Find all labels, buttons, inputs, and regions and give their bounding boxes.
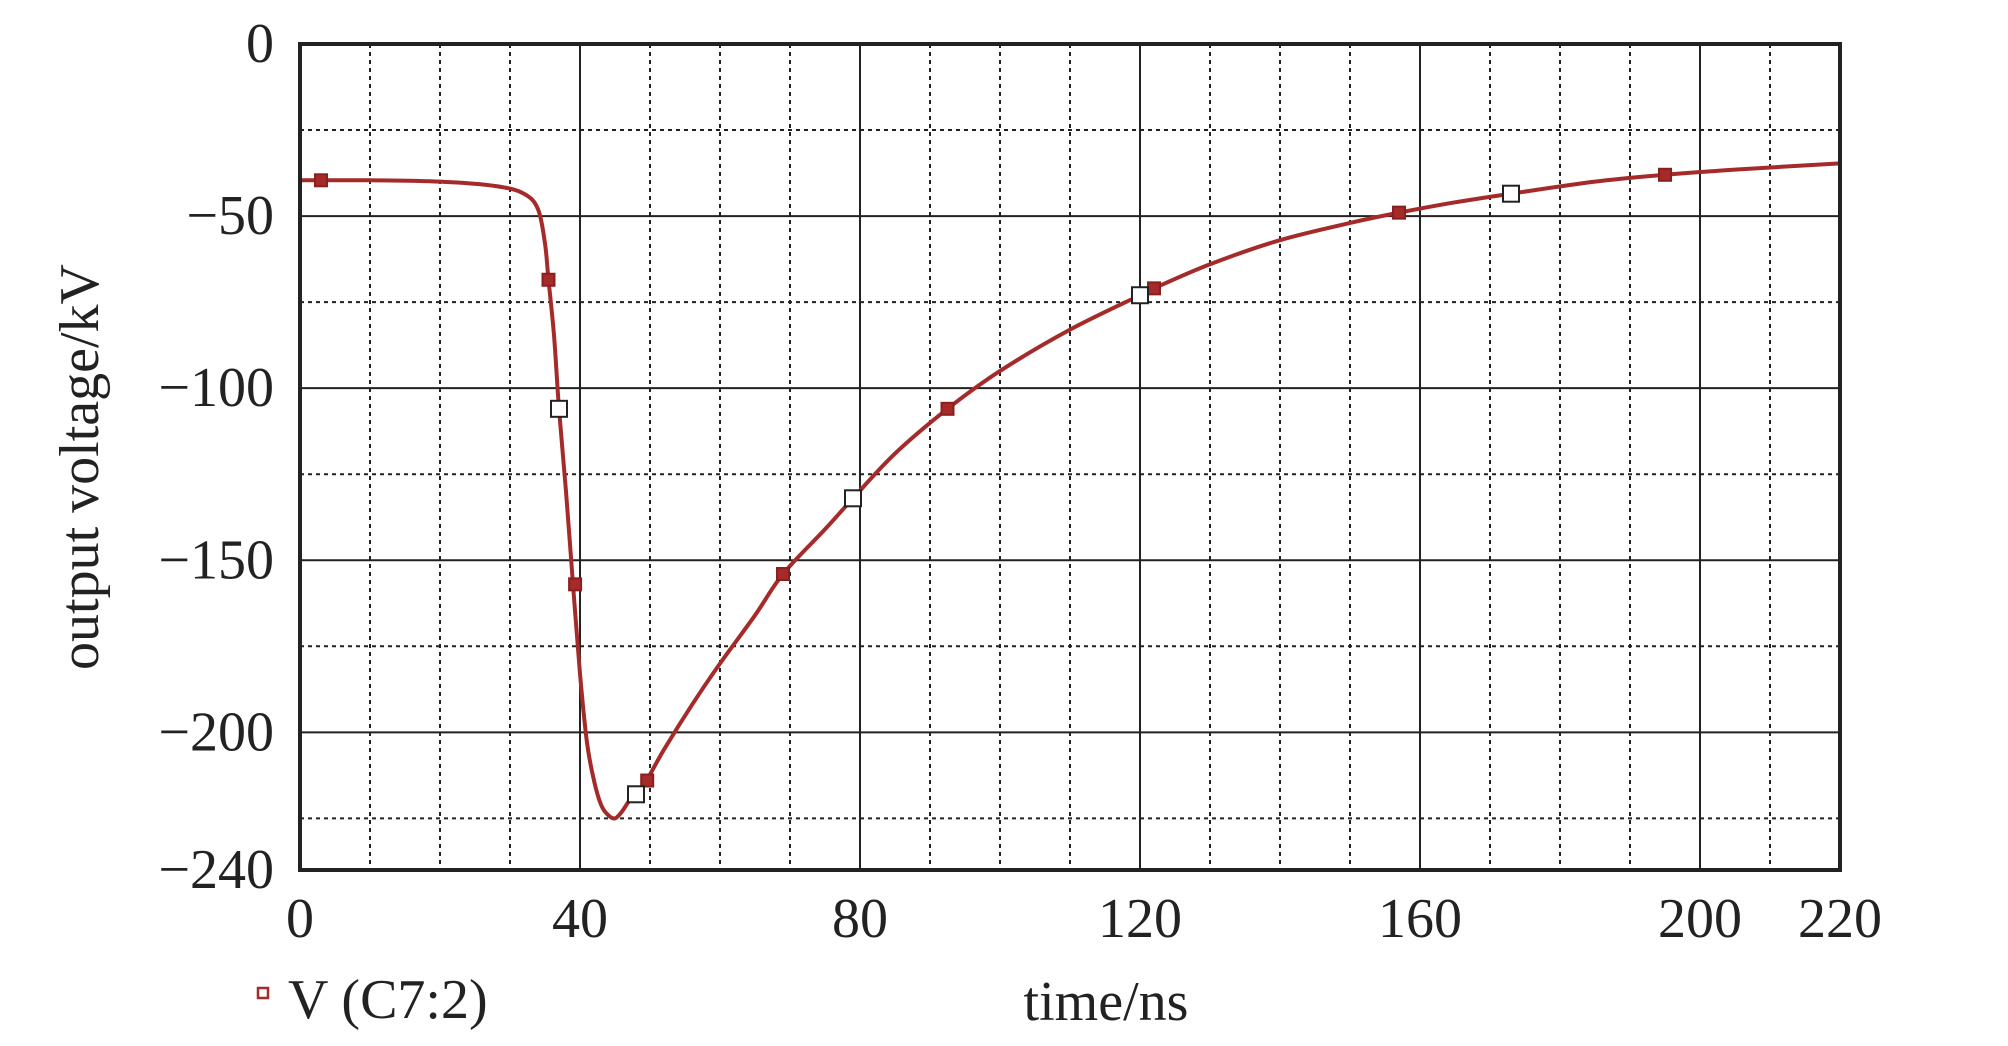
x-tick-label: 160 [1378, 888, 1462, 950]
series-line [299, 161, 1841, 821]
x-tick-label: 40 [552, 888, 608, 950]
legend-label: V (C7:2) [288, 969, 488, 1031]
open-marker [844, 489, 862, 508]
filled-marker [314, 173, 328, 188]
filled-marker [940, 401, 955, 416]
x-axis-label: time/ns [1024, 971, 1189, 1033]
filled-marker [568, 577, 583, 592]
y-tick-label: −150 [158, 529, 274, 591]
open-marker [1502, 184, 1520, 203]
legend: V (C7:2) [256, 969, 488, 1031]
open-marker [627, 785, 645, 804]
y-tick-label: −100 [158, 357, 274, 419]
filled-marker [541, 272, 556, 287]
y-tick-label: −200 [158, 701, 274, 763]
x-tick-label: 0 [286, 888, 314, 950]
series-v-c7-2 [299, 161, 1841, 821]
open-marker [1131, 286, 1149, 305]
tick-labels: 0 40 80 120 160 200 220 0 −50 −100 −150 −200 −240 [158, 13, 1882, 950]
filled-marker [1658, 167, 1672, 182]
filled-marker [1147, 281, 1161, 296]
filled-marker [1392, 205, 1406, 220]
plot-frame [298, 42, 1842, 872]
x-tick-label: 80 [832, 888, 888, 950]
x-tick-label: 120 [1098, 888, 1182, 950]
open-marker [550, 399, 568, 418]
legend-marker [256, 986, 270, 1000]
grid [300, 44, 1840, 870]
x-tick-label: 220 [1798, 888, 1882, 950]
y-axis-label: output voltage/kV [49, 264, 111, 670]
filled-marker [776, 567, 790, 582]
y-tick-label: −240 [158, 839, 274, 901]
x-tick-label: 200 [1658, 888, 1742, 950]
filled-marker [640, 773, 655, 788]
y-tick-label: −50 [186, 185, 274, 247]
y-tick-label: 0 [246, 13, 274, 75]
